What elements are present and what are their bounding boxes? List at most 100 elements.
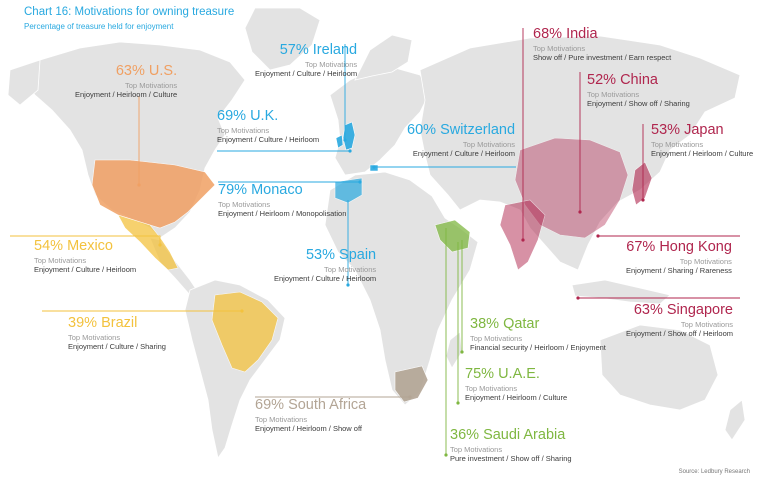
country-name: Saudi Arabia [483, 427, 566, 443]
motivations-list: Financial security / Heirloom / Enjoymen… [470, 343, 606, 352]
top-motivations-label: Top Motivations [587, 90, 640, 99]
leader-dot-hong-kong [596, 234, 600, 238]
madagascar-shape [445, 331, 463, 369]
country-headline: 57% Ireland [255, 42, 357, 59]
indonesia-shape [571, 279, 671, 305]
country-label-south-africa: 69% South Africa Top Motivations Enjoyment… [255, 397, 366, 434]
country-label-monaco: 79% Monaco Top Motivations Enjoyment / Hei… [218, 182, 346, 219]
chart-title: Chart 16: Motivations for owning treasur… [24, 6, 235, 18]
top-motivations-label: Top Motivations [450, 445, 503, 454]
country-headline: 54% Mexico [34, 238, 136, 255]
country-percentage: 69% [255, 397, 285, 413]
leader-dot-south-africa [408, 395, 412, 399]
country-label-hong-kong: 67% Hong Kong Top Motivations Enjoyment / … [626, 239, 732, 276]
brazil-shape [211, 291, 279, 373]
country-headline: 38% Qatar [470, 316, 606, 333]
country-percentage: 79% [218, 182, 248, 198]
country-label-u-k: 69% U.K. Top Motivations Enjoyment / Cultu… [217, 108, 319, 145]
motivations-list: Enjoyment / Culture / Heirloom [274, 274, 377, 283]
country-name: Brazil [101, 315, 138, 331]
country-name: U.S. [148, 63, 178, 79]
motivations-list: Enjoyment / Sharing / Rareness [626, 266, 732, 275]
leader-dot-switzerland [372, 165, 376, 169]
country-percentage: 75% [465, 366, 495, 382]
leader-dot-spain [346, 283, 350, 287]
country-headline: 63% Singapore [626, 302, 733, 319]
country-name: Singapore [666, 302, 733, 318]
us-shape [91, 159, 216, 229]
country-label-qatar: 38% Qatar Top Motivations Financial securi… [470, 316, 606, 353]
country-headline: 36% Saudi Arabia [450, 427, 572, 444]
country-percentage: 36% [450, 427, 480, 443]
leader-lines [10, 28, 740, 457]
leader-dot-singapore [576, 296, 580, 300]
saudi-arabia-shape [434, 219, 471, 253]
chart-subtitle: Percentage of treasure held for enjoymen… [24, 22, 174, 31]
top-motivations-label: Top Motivations [68, 333, 121, 342]
country-label-ireland: 57% Ireland Top Motivations Enjoyment / Cu… [255, 42, 357, 79]
country-name: Ireland [312, 42, 358, 58]
motivations-list: Enjoyment / Culture / Heirloom [412, 149, 516, 158]
country-percentage: 38% [470, 316, 500, 332]
leader-line-mexico [10, 235, 161, 245]
top-motivations-label: Top Motivations [125, 81, 178, 90]
country-name: India [566, 26, 598, 42]
top-motivations-label: Top Motivations [679, 257, 732, 266]
country-percentage: 60% [407, 122, 437, 138]
country-headline: 69% South Africa [255, 397, 366, 414]
motivations-list: Enjoyment / Show off / Heirloom [626, 329, 733, 338]
alaska-shape [7, 59, 41, 106]
country-headline: 69% U.K. [217, 108, 319, 125]
leader-dot-saudi-arabia [444, 453, 448, 457]
motivations-list: Enjoyment / Heirloom / Culture [651, 149, 754, 158]
country-label-china: 52% China Top Motivations Enjoyment / Show… [587, 72, 690, 109]
india-shape [499, 199, 546, 271]
motivations-list: Enjoyment / Heirloom / Culture [465, 393, 568, 402]
country-label-japan: 53% Japan Top Motivations Enjoyment / Heir… [651, 122, 753, 159]
new-zealand-shape [724, 399, 746, 441]
leader-dot-u-a-e [456, 401, 460, 405]
country-name: Japan [684, 122, 724, 138]
motivations-list: Enjoyment / Show off / Sharing [587, 99, 690, 108]
country-label-switzerland: 60% Switzerland Top Motivations Enjoyment … [407, 122, 515, 159]
ireland-shape [335, 134, 344, 149]
country-label-spain: 53% Spain Top Motivations Enjoyment / Cult… [274, 247, 376, 284]
country-headline: 39% Brazil [68, 315, 166, 332]
country-headline: 67% Hong Kong [626, 239, 732, 256]
top-motivations-label: Top Motivations [651, 140, 704, 149]
leader-dot-brazil [240, 309, 244, 313]
country-label-singapore: 63% Singapore Top Motivations Enjoyment / … [626, 302, 733, 339]
japan-shape [631, 161, 653, 206]
top-motivations-label: Top Motivations [324, 265, 377, 274]
country-name: South Africa [288, 397, 367, 413]
leader-dot-china [578, 210, 582, 214]
country-label-brazil: 39% Brazil Top Motivations Enjoyment / Cul… [68, 315, 166, 352]
country-headline: 53% Japan [651, 122, 753, 139]
country-label-u-a-e: 75% U.A.E. Top Motivations Enjoyment / Hei… [465, 366, 567, 403]
country-percentage: 39% [68, 315, 98, 331]
country-name: Monaco [251, 182, 303, 198]
country-percentage: 67% [626, 239, 656, 255]
leader-dot-qatar [460, 350, 464, 354]
scandinavia-shape [354, 34, 413, 81]
country-percentage: 63% [633, 302, 663, 318]
country-name: China [620, 72, 658, 88]
leader-dot-u-s [137, 183, 141, 187]
country-percentage: 52% [587, 72, 617, 88]
leader-dot-ireland [343, 138, 347, 142]
motivations-list: Enjoyment / Culture / Heirloom [217, 135, 320, 144]
country-name: U.K. [250, 108, 279, 124]
country-name: U.A.E. [498, 366, 540, 382]
highlighted-countries [91, 121, 653, 403]
motivations-list: Enjoyment / Heirloom / Culture [75, 90, 178, 99]
greenland-shape [244, 7, 321, 71]
leader-dot-japan [641, 198, 645, 202]
country-percentage: 69% [217, 108, 247, 124]
leader-dot-monaco [358, 180, 362, 184]
country-headline: 60% Switzerland [407, 122, 515, 139]
country-headline: 68% India [533, 26, 671, 43]
uk-shape [342, 121, 356, 151]
country-percentage: 53% [305, 247, 335, 263]
leader-dot-india [521, 238, 525, 242]
